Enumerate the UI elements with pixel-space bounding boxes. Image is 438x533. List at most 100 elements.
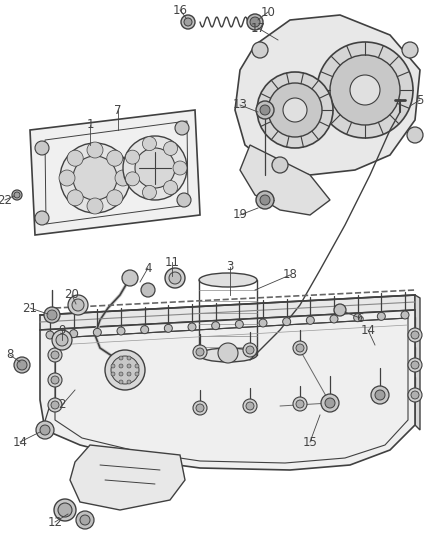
Text: 13: 13 bbox=[233, 99, 247, 111]
Circle shape bbox=[70, 330, 78, 338]
Circle shape bbox=[125, 150, 139, 164]
Circle shape bbox=[125, 172, 139, 186]
Text: 1: 1 bbox=[86, 118, 94, 132]
Circle shape bbox=[135, 364, 139, 368]
Circle shape bbox=[321, 394, 339, 412]
Polygon shape bbox=[235, 15, 420, 175]
Circle shape bbox=[377, 312, 385, 320]
Circle shape bbox=[67, 190, 83, 206]
Circle shape bbox=[48, 348, 62, 362]
Text: 3: 3 bbox=[226, 261, 234, 273]
Circle shape bbox=[283, 318, 291, 326]
Circle shape bbox=[260, 105, 270, 115]
Text: 20: 20 bbox=[64, 288, 79, 302]
Text: 9: 9 bbox=[58, 324, 66, 336]
Circle shape bbox=[193, 345, 207, 359]
Text: 22: 22 bbox=[0, 193, 13, 206]
Text: 4: 4 bbox=[144, 262, 152, 274]
Circle shape bbox=[196, 404, 204, 412]
Circle shape bbox=[218, 343, 238, 363]
Circle shape bbox=[52, 330, 72, 350]
Circle shape bbox=[408, 388, 422, 402]
Circle shape bbox=[111, 372, 115, 376]
Text: 19: 19 bbox=[233, 208, 247, 222]
Circle shape bbox=[135, 148, 175, 188]
Circle shape bbox=[117, 327, 125, 335]
Circle shape bbox=[293, 341, 307, 355]
Circle shape bbox=[163, 181, 177, 195]
Circle shape bbox=[46, 331, 54, 339]
Circle shape bbox=[48, 398, 62, 412]
Circle shape bbox=[246, 346, 254, 354]
Circle shape bbox=[165, 268, 185, 288]
Circle shape bbox=[401, 311, 409, 319]
Circle shape bbox=[142, 136, 156, 151]
Circle shape bbox=[119, 356, 123, 360]
Circle shape bbox=[51, 376, 59, 384]
Circle shape bbox=[411, 331, 419, 339]
Circle shape bbox=[76, 511, 94, 529]
Circle shape bbox=[67, 150, 83, 166]
Circle shape bbox=[411, 361, 419, 369]
Circle shape bbox=[402, 42, 418, 58]
Polygon shape bbox=[415, 295, 420, 430]
Text: 2: 2 bbox=[58, 399, 66, 411]
Circle shape bbox=[51, 401, 59, 409]
Circle shape bbox=[283, 98, 307, 122]
Circle shape bbox=[375, 390, 385, 400]
Circle shape bbox=[127, 372, 131, 376]
Circle shape bbox=[317, 42, 413, 138]
Circle shape bbox=[259, 319, 267, 327]
Polygon shape bbox=[70, 445, 185, 510]
Circle shape bbox=[235, 320, 244, 328]
Circle shape bbox=[330, 55, 400, 125]
Circle shape bbox=[175, 121, 189, 135]
Circle shape bbox=[250, 17, 260, 27]
Text: 10: 10 bbox=[261, 5, 276, 19]
Circle shape bbox=[87, 142, 103, 158]
Circle shape bbox=[247, 14, 263, 30]
Circle shape bbox=[141, 283, 155, 297]
Circle shape bbox=[293, 397, 307, 411]
Circle shape bbox=[256, 191, 274, 209]
Circle shape bbox=[268, 83, 322, 137]
Polygon shape bbox=[30, 110, 200, 235]
Circle shape bbox=[272, 157, 288, 173]
Circle shape bbox=[252, 42, 268, 58]
Circle shape bbox=[40, 425, 50, 435]
Text: 12: 12 bbox=[47, 515, 63, 529]
Circle shape bbox=[54, 499, 76, 521]
Circle shape bbox=[135, 372, 139, 376]
Text: 17: 17 bbox=[251, 21, 265, 35]
Circle shape bbox=[107, 150, 123, 166]
Circle shape bbox=[260, 195, 270, 205]
Circle shape bbox=[256, 101, 274, 119]
Circle shape bbox=[14, 357, 30, 373]
Circle shape bbox=[36, 421, 54, 439]
Circle shape bbox=[87, 198, 103, 214]
Circle shape bbox=[243, 343, 257, 357]
Polygon shape bbox=[240, 145, 330, 215]
Circle shape bbox=[408, 358, 422, 372]
Circle shape bbox=[184, 18, 192, 26]
Circle shape bbox=[107, 190, 123, 206]
Circle shape bbox=[127, 364, 131, 368]
Polygon shape bbox=[40, 295, 415, 330]
Text: 14: 14 bbox=[13, 435, 28, 448]
Circle shape bbox=[163, 141, 177, 156]
Circle shape bbox=[181, 15, 195, 29]
Circle shape bbox=[296, 344, 304, 352]
Circle shape bbox=[123, 136, 187, 200]
Circle shape bbox=[122, 270, 138, 286]
Circle shape bbox=[59, 170, 75, 186]
Circle shape bbox=[407, 127, 423, 143]
Text: 21: 21 bbox=[22, 302, 38, 314]
Ellipse shape bbox=[199, 273, 257, 287]
Circle shape bbox=[111, 364, 115, 368]
Text: 6: 6 bbox=[356, 311, 364, 325]
Circle shape bbox=[306, 316, 314, 325]
Circle shape bbox=[411, 391, 419, 399]
Circle shape bbox=[12, 190, 22, 200]
Circle shape bbox=[173, 161, 187, 175]
Circle shape bbox=[408, 328, 422, 342]
